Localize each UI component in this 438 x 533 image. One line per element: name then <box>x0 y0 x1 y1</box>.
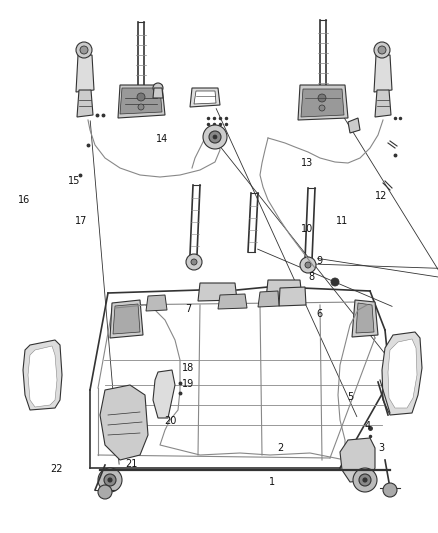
Circle shape <box>76 42 92 58</box>
Polygon shape <box>190 88 220 107</box>
Polygon shape <box>198 283 237 301</box>
Circle shape <box>319 105 325 111</box>
Circle shape <box>138 104 144 110</box>
Text: 14: 14 <box>156 134 168 143</box>
Text: 22: 22 <box>51 464 63 474</box>
Text: 1: 1 <box>268 478 275 487</box>
Circle shape <box>374 42 390 58</box>
Text: 8: 8 <box>308 272 314 282</box>
Circle shape <box>137 93 145 101</box>
Text: 12: 12 <box>375 191 387 201</box>
Text: 20: 20 <box>165 416 177 426</box>
Polygon shape <box>100 385 148 460</box>
Polygon shape <box>113 304 140 334</box>
Polygon shape <box>153 370 175 418</box>
Circle shape <box>104 474 116 486</box>
Circle shape <box>353 468 377 492</box>
Circle shape <box>209 131 221 143</box>
Circle shape <box>363 478 367 482</box>
Polygon shape <box>120 88 162 114</box>
Text: 10: 10 <box>300 224 313 234</box>
Text: 19: 19 <box>182 379 194 389</box>
Polygon shape <box>301 89 344 117</box>
Text: 9: 9 <box>317 256 323 266</box>
Polygon shape <box>110 300 143 338</box>
Polygon shape <box>348 118 360 133</box>
Text: 13: 13 <box>300 158 313 167</box>
Polygon shape <box>382 332 422 415</box>
Circle shape <box>318 94 326 102</box>
Polygon shape <box>146 295 167 311</box>
Circle shape <box>203 125 227 149</box>
Circle shape <box>300 257 316 273</box>
Polygon shape <box>375 90 391 117</box>
Polygon shape <box>194 91 216 104</box>
Circle shape <box>108 478 112 482</box>
Text: 17: 17 <box>75 216 87 226</box>
Polygon shape <box>153 88 163 98</box>
Text: 5: 5 <box>347 392 353 402</box>
Polygon shape <box>23 340 62 410</box>
Circle shape <box>191 259 197 265</box>
Polygon shape <box>266 280 302 299</box>
Circle shape <box>359 474 371 486</box>
Circle shape <box>331 278 339 286</box>
Circle shape <box>186 254 202 270</box>
Polygon shape <box>356 303 374 333</box>
Circle shape <box>153 83 163 93</box>
Polygon shape <box>340 438 375 482</box>
Polygon shape <box>374 55 392 92</box>
Circle shape <box>305 262 311 268</box>
Text: 3: 3 <box>378 443 384 453</box>
Text: 21: 21 <box>125 459 138 469</box>
Circle shape <box>80 46 88 54</box>
Polygon shape <box>352 300 378 337</box>
Text: 18: 18 <box>182 363 194 373</box>
Polygon shape <box>76 55 94 92</box>
Polygon shape <box>28 346 57 407</box>
Text: 15: 15 <box>68 176 81 186</box>
Circle shape <box>213 135 217 139</box>
Circle shape <box>378 46 386 54</box>
Text: 7: 7 <box>185 304 191 314</box>
Polygon shape <box>77 90 93 117</box>
Text: 4: 4 <box>365 422 371 431</box>
Text: 2: 2 <box>277 443 283 453</box>
Polygon shape <box>388 339 417 408</box>
Circle shape <box>98 485 112 499</box>
Text: 16: 16 <box>18 195 30 205</box>
Polygon shape <box>258 291 279 307</box>
Circle shape <box>383 483 397 497</box>
Polygon shape <box>218 294 247 309</box>
Polygon shape <box>279 287 306 306</box>
Text: 11: 11 <box>336 216 348 226</box>
Polygon shape <box>118 85 165 118</box>
Circle shape <box>98 468 122 492</box>
Polygon shape <box>298 85 348 120</box>
Text: 6: 6 <box>317 310 323 319</box>
